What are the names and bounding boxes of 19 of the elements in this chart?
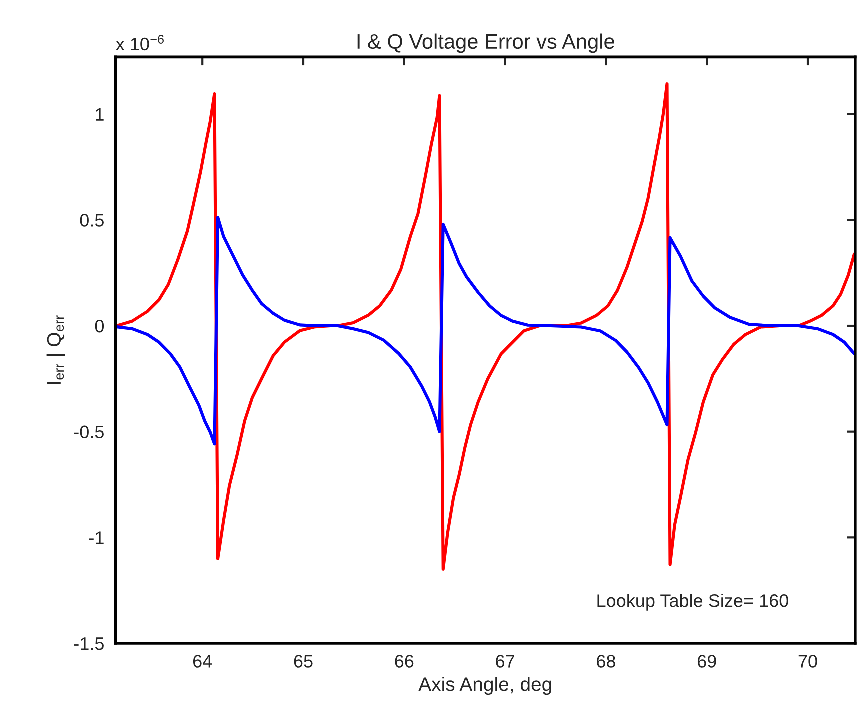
x-tick-label: 66	[395, 655, 414, 668]
y-tick-label: -0.5	[74, 426, 104, 439]
x-tick-label: 64	[193, 655, 212, 668]
annotation: Lookup Table Size= 160	[598, 594, 788, 611]
x-tick-label: 69	[698, 655, 716, 668]
y-tick-label: 1	[96, 108, 104, 121]
chart-title: I & Q Voltage Error vs Angle	[358, 34, 614, 54]
y-axis-title: I$_{err}$ | Q$_{err}$	[46, 316, 66, 384]
y-tick-label: -1.5	[74, 638, 104, 650]
x-tick-label: 70	[798, 655, 818, 668]
text: x 10$^{−6}$	[116, 34, 164, 51]
x-axis-title: Axis Angle, deg	[418, 677, 552, 696]
x-tick-label: 65	[294, 655, 313, 668]
y-tick-label: 0	[95, 320, 104, 333]
y-tick-label: 0.5	[80, 214, 104, 227]
x-tick-label: 67	[496, 655, 514, 668]
x-tick-label: 68	[597, 655, 616, 668]
line-series	[116, 216, 856, 446]
y-tick-label: -1	[89, 532, 104, 544]
